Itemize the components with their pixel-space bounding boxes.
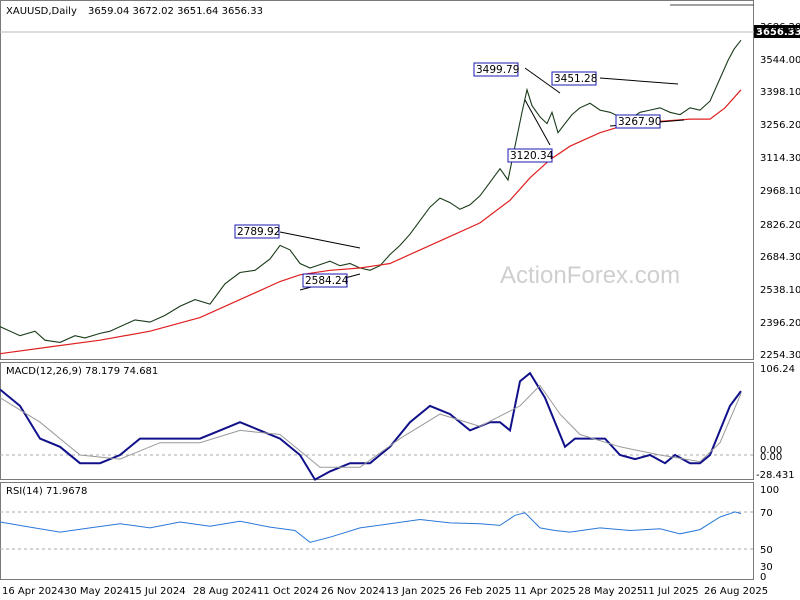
macd-tick-2: 0.00 bbox=[760, 452, 782, 463]
price-tick-1: 3544.00 bbox=[760, 55, 800, 66]
x-tick-5: 26 Nov 2024 bbox=[321, 586, 385, 597]
trendline-2a bbox=[524, 67, 561, 94]
price-tick-9: 2396.20 bbox=[760, 318, 800, 329]
rsi-tick-0: 100 bbox=[760, 485, 779, 496]
annotation-box-4 bbox=[507, 148, 553, 163]
x-axis: 16 Apr 2024 30 May 2024 15 Jul 2024 28 A… bbox=[2, 586, 768, 597]
price-series-line bbox=[0, 39, 742, 343]
x-tick-8: 11 Apr 2025 bbox=[514, 586, 576, 597]
x-tick-11: 26 Aug 2025 bbox=[704, 586, 768, 597]
annotation-3499: 3499.79 bbox=[476, 64, 519, 76]
x-tick-1: 30 May 2024 bbox=[64, 586, 129, 597]
annotation-3451: 3451.28 bbox=[554, 73, 597, 85]
x-tick-2: 15 Jul 2024 bbox=[129, 586, 186, 597]
annotation-box-6 bbox=[615, 114, 661, 129]
x-tick-9: 28 May 2025 bbox=[578, 586, 643, 597]
x-tick-3: 28 Aug 2024 bbox=[193, 586, 257, 597]
current-price-box bbox=[754, 25, 800, 38]
moving-average-line bbox=[0, 89, 742, 355]
price-tick-2: 3398.10 bbox=[760, 87, 800, 98]
macd-panel bbox=[0, 362, 754, 480]
price-tick-5: 2968.10 bbox=[760, 186, 800, 197]
macd-signal-line bbox=[0, 384, 742, 468]
chart-symbol: XAUUSD,Daily bbox=[6, 6, 77, 17]
current-price-label: 3656.33 bbox=[756, 27, 800, 38]
x-tick-0: 16 Apr 2024 bbox=[2, 586, 64, 597]
price-tick-4: 3114.30 bbox=[760, 153, 800, 164]
rsi-tick-3: 30 bbox=[760, 562, 773, 573]
x-tick-6: 13 Jan 2025 bbox=[386, 586, 446, 597]
annotation-box-5 bbox=[551, 71, 597, 86]
rsi-title: RSI(14) 71.9678 bbox=[6, 486, 87, 497]
rsi-tick-2: 50 bbox=[760, 545, 773, 556]
trendline-2b bbox=[524, 99, 551, 146]
macd-tick-0: 106.24 bbox=[760, 364, 795, 375]
annotation-3120: 3120.34 bbox=[510, 150, 554, 162]
price-tick-7: 2684.30 bbox=[760, 252, 800, 263]
annotation-2789: 2789.92 bbox=[237, 226, 280, 238]
rsi-panel bbox=[0, 482, 754, 580]
watermark: ActionForex.com bbox=[500, 262, 680, 289]
macd-tick-1: 0.00 bbox=[760, 445, 782, 456]
price-tick-6: 2826.20 bbox=[760, 220, 800, 231]
x-tick-4: 11 Oct 2024 bbox=[257, 586, 319, 597]
annotation-3267: 3267.90 bbox=[618, 116, 661, 128]
annotation-2584: 2584.24 bbox=[305, 275, 349, 287]
price-tick-8: 2538.10 bbox=[760, 285, 800, 296]
rsi-tick-1: 70 bbox=[760, 508, 773, 519]
price-tick-0: 3686.20 bbox=[760, 22, 800, 33]
trendline-1a bbox=[279, 231, 361, 249]
annotation-box-2 bbox=[302, 273, 348, 288]
annotation-box-1 bbox=[234, 224, 280, 239]
price-panel bbox=[0, 0, 754, 360]
x-tick-7: 26 Feb 2025 bbox=[449, 586, 511, 597]
macd-tick-3: -28.431 bbox=[756, 470, 795, 481]
chart-ohlc: 3659.04 3672.02 3651.64 3656.33 bbox=[88, 6, 263, 17]
rsi-tick-4: 0 bbox=[760, 572, 766, 583]
trendline-3a bbox=[599, 77, 679, 85]
x-tick-10: 11 Jul 2025 bbox=[642, 586, 699, 597]
price-tick-10: 2254.30 bbox=[760, 350, 800, 361]
rsi-line bbox=[0, 511, 742, 543]
annotation-box-3 bbox=[473, 62, 519, 77]
price-tick-3: 3256.20 bbox=[760, 120, 800, 131]
macd-title: MACD(12,26,9) 78.179 74.681 bbox=[6, 366, 158, 377]
macd-line bbox=[0, 371, 742, 481]
